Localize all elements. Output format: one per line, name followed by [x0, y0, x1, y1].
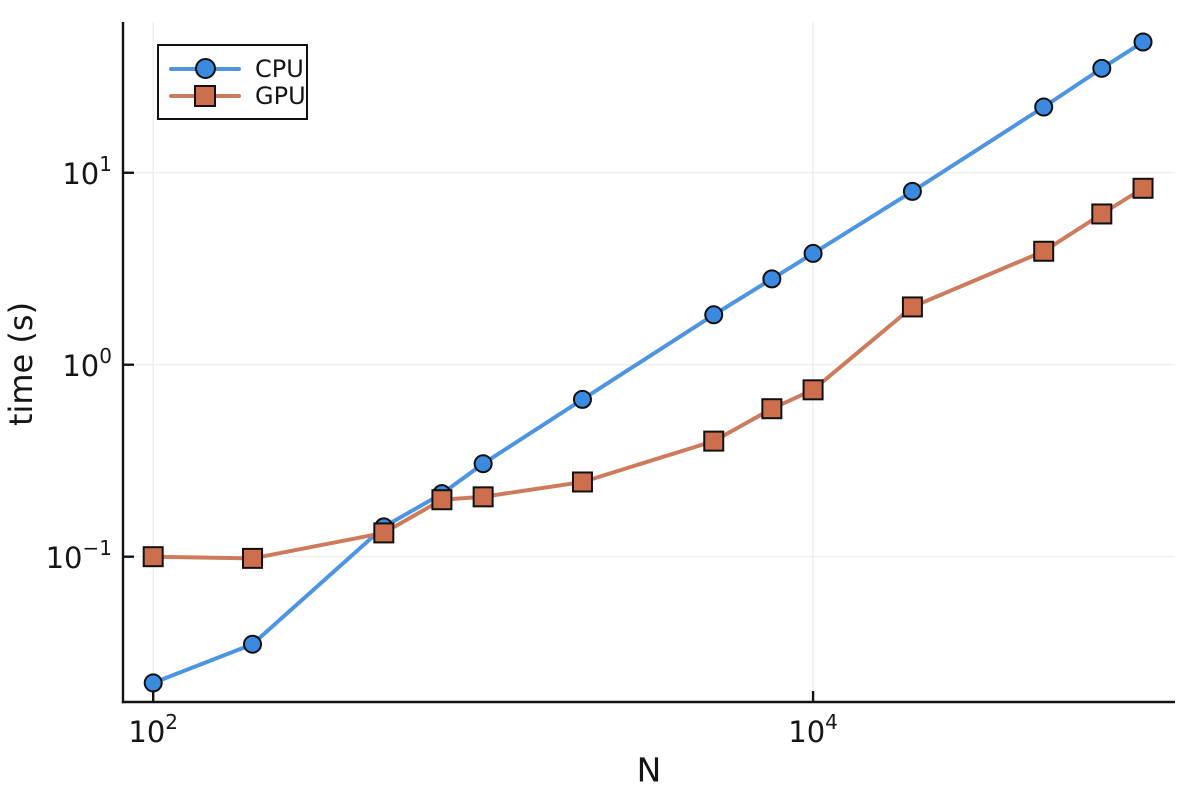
- gpu-marker: [373, 522, 395, 544]
- cpu-circle-marker-icon: [194, 58, 216, 79]
- legend-label-gpu: GPU: [255, 81, 306, 110]
- cpu-marker: [1092, 58, 1112, 78]
- tick-base: 10: [128, 715, 166, 749]
- y-tick-label: 101: [62, 154, 112, 189]
- tick-base: 10: [62, 348, 100, 383]
- gpu-marker: [242, 547, 264, 569]
- legend-label-cpu: CPU: [255, 54, 304, 83]
- tick-exponent: 4: [825, 710, 838, 734]
- x-tick-label: 102: [128, 712, 178, 747]
- tick-exponent: −1: [82, 535, 112, 560]
- tick-base: 10: [788, 715, 826, 749]
- cpu-marker: [143, 673, 163, 693]
- cpu-marker: [803, 243, 823, 263]
- cpu-line: [151, 40, 1145, 685]
- gpu-marker: [901, 296, 923, 318]
- gpu-marker: [571, 471, 593, 493]
- legend-item-cpu: CPU: [159, 54, 306, 83]
- gpu-marker: [1132, 177, 1154, 199]
- x-tick-label: 104: [788, 712, 838, 747]
- cpu-swatch: [169, 56, 241, 82]
- gpu-marker: [142, 546, 164, 568]
- gpu-line: [151, 186, 1145, 561]
- tick-exponent: 1: [99, 151, 112, 176]
- cpu-marker: [473, 454, 493, 474]
- cpu-marker: [1133, 32, 1153, 52]
- tick-exponent: 2: [165, 710, 179, 734]
- y-tick-label: 10−1: [46, 537, 112, 572]
- gpu-marker: [761, 398, 783, 420]
- gpu-marker: [431, 489, 453, 511]
- tick-exponent: 0: [99, 343, 112, 368]
- cpu-marker: [902, 181, 922, 201]
- cpu-marker: [243, 634, 263, 654]
- cpu-marker: [704, 305, 724, 325]
- y-axis-label: time (s): [2, 301, 40, 427]
- gpu-square-marker-icon: [194, 84, 216, 107]
- gpu-marker: [802, 379, 824, 401]
- tick-base: 10: [62, 156, 100, 191]
- y-tick-label: 100: [62, 345, 112, 380]
- legend-item-gpu: GPU: [159, 81, 306, 110]
- legend: CPU GPU: [157, 44, 308, 120]
- gpu-marker: [1091, 203, 1113, 225]
- gpu-marker: [703, 430, 725, 452]
- gpu-marker: [472, 486, 494, 508]
- gpu-marker: [1033, 240, 1055, 262]
- gpu-swatch: [169, 83, 241, 109]
- cpu-marker: [1034, 97, 1054, 117]
- x-axis-label: N: [636, 750, 662, 790]
- tick-base: 10: [45, 540, 83, 575]
- cpu-marker: [762, 269, 782, 289]
- cpu-marker: [572, 389, 592, 409]
